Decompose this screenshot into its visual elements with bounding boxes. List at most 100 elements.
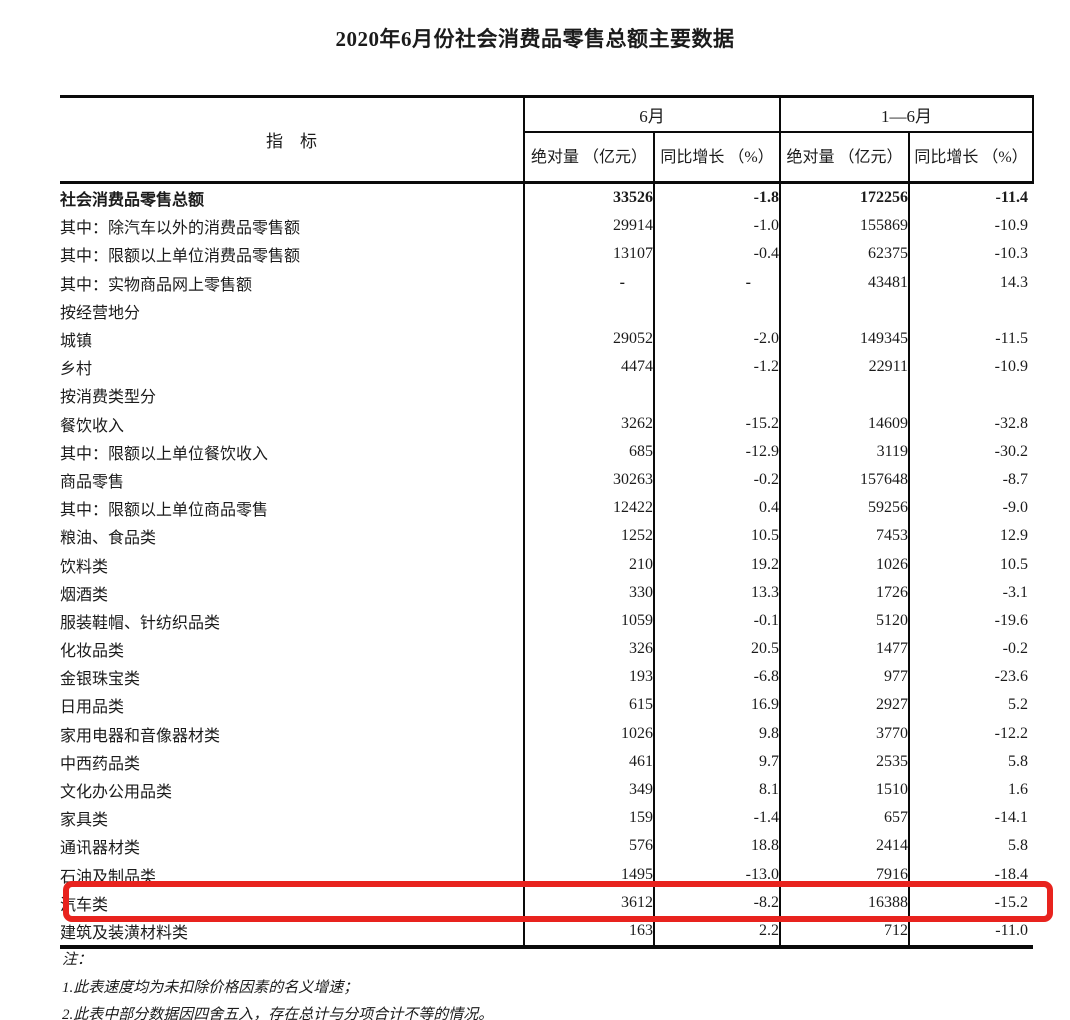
table-row: 文化办公用品类 349 8.1 1510 1.6 bbox=[60, 775, 1033, 805]
value-cell: 5120 bbox=[780, 606, 910, 635]
value-cell: 59256 bbox=[780, 494, 910, 523]
value-cell: -6.8 bbox=[654, 663, 781, 692]
value-cell: 13107 bbox=[524, 240, 655, 269]
value-cell: 20.5 bbox=[654, 635, 781, 664]
value-cell: - bbox=[654, 268, 781, 297]
value-cell: 159 bbox=[524, 804, 655, 833]
value-cell bbox=[780, 296, 910, 325]
value-cell bbox=[654, 381, 781, 410]
value-cell: -3.1 bbox=[1002, 583, 1028, 601]
indicator-cell: 日用品类 bbox=[60, 691, 525, 720]
table-row: 按消费类型分 bbox=[60, 381, 1033, 410]
indicator-cell: 家具类 bbox=[60, 804, 525, 833]
indicator-cell: 按消费类型分 bbox=[60, 381, 525, 410]
value-cell: -0.1 bbox=[654, 606, 781, 635]
indicator-cell: 中西药品类 bbox=[60, 747, 525, 776]
table-row: 中西药品类 461 9.7 2535 5.8 bbox=[60, 747, 1033, 776]
value-cell: -1.0 bbox=[654, 212, 781, 241]
value-cell: 1510 bbox=[780, 775, 910, 805]
table-row: 家用电器和音像器材类 1026 9.8 3770 -12.2 bbox=[60, 719, 1033, 748]
value-cell: 5.8 bbox=[1008, 837, 1028, 855]
table-row: 乡村 4474 -1.2 22911 -10.9 bbox=[60, 353, 1033, 382]
indicator-cell: 粮油、食品类 bbox=[60, 522, 525, 551]
value-cell: 576 bbox=[524, 832, 655, 861]
column-header-june: 6月 bbox=[524, 96, 781, 133]
value-cell: -12.2 bbox=[994, 724, 1028, 742]
value-cell: 5.2 bbox=[1008, 696, 1028, 714]
indicator-cell: 其中：限额以上单位餐饮收入 bbox=[60, 437, 525, 466]
table-row: 其中：限额以上单位商品零售 12422 0.4 59256 -9.0 bbox=[60, 494, 1033, 523]
table-row: 通讯器材类 576 18.8 2414 5.8 bbox=[60, 832, 1033, 861]
value-cell: 18.8 bbox=[654, 832, 781, 861]
value-cell: 1059 bbox=[524, 606, 655, 635]
indicator-cell: 家用电器和音像器材类 bbox=[60, 719, 525, 748]
value-cell: 149345 bbox=[780, 324, 910, 354]
header-row-measures: 绝对量 （亿元） 同比增长 （%） 绝对量 （亿元） 同比增长 （%） bbox=[60, 132, 1034, 184]
indicator-cell: 城镇 bbox=[60, 324, 525, 354]
indicator-cell: 文化办公用品类 bbox=[60, 775, 525, 805]
value-cell bbox=[524, 296, 655, 325]
value-cell: 3770 bbox=[780, 719, 910, 748]
indicator-cell: 金银珠宝类 bbox=[60, 663, 525, 692]
value-cell: 210 bbox=[524, 550, 655, 579]
value-cell: 12.9 bbox=[1000, 527, 1028, 545]
value-cell: -30.2 bbox=[994, 442, 1028, 460]
column-header-june-growth: 同比增长 （%） bbox=[654, 132, 781, 184]
value-cell: 163 bbox=[524, 916, 655, 948]
value-cell: -11.5 bbox=[995, 330, 1028, 348]
value-cell: 16.9 bbox=[654, 691, 781, 720]
value-cell: 10.5 bbox=[1000, 555, 1028, 573]
value-cell: -11.4 bbox=[995, 189, 1028, 207]
value-cell: 1726 bbox=[780, 578, 910, 607]
value-cell: 30263 bbox=[524, 465, 655, 495]
table-row: 按经营地分 bbox=[60, 296, 1033, 325]
indicator-cell: 社会消费品零售总额 bbox=[60, 182, 525, 213]
indicator-cell: 汽车类 bbox=[60, 888, 525, 917]
value-cell: -9.0 bbox=[1002, 499, 1028, 517]
value-cell: -2.0 bbox=[654, 324, 781, 354]
value-cell: 172256 bbox=[780, 182, 910, 213]
value-cell: 1026 bbox=[524, 719, 655, 748]
value-cell: 2927 bbox=[780, 691, 910, 720]
value-cell: 0.4 bbox=[654, 494, 781, 523]
indicator-cell: 其中：限额以上单位商品零售 bbox=[60, 494, 525, 523]
indicator-cell: 建筑及装潢材料类 bbox=[60, 916, 525, 948]
value-cell: 2414 bbox=[780, 832, 910, 861]
value-cell: -12.9 bbox=[654, 437, 781, 466]
value-cell bbox=[909, 297, 1033, 325]
value-cell: 1252 bbox=[524, 522, 655, 551]
column-header-janjun-growth: 同比增长 （%） bbox=[909, 132, 1034, 184]
indicator-cell: 按经营地分 bbox=[60, 296, 525, 325]
table-row: 烟酒类 330 13.3 1726 -3.1 bbox=[60, 578, 1033, 607]
indicator-cell: 饮料类 bbox=[60, 550, 525, 579]
header-row-periods: 指 标 6月 1—6月 bbox=[60, 96, 1034, 184]
table-row: 石油及制品类 1495 -13.0 7916 -18.4 bbox=[60, 860, 1033, 889]
value-cell: 43481 bbox=[780, 268, 910, 297]
value-cell: 22911 bbox=[780, 353, 910, 382]
column-header-indicator: 指 标 bbox=[60, 96, 525, 184]
value-cell: 14.3 bbox=[1000, 273, 1028, 291]
value-cell: -11.0 bbox=[995, 921, 1028, 939]
table-header: 指 标 6月 1—6月 绝对量 （亿元） 同比增长 （%） 绝对量 （亿元） 同… bbox=[60, 96, 1034, 184]
value-cell: 7916 bbox=[780, 860, 910, 889]
value-cell: -10.9 bbox=[994, 217, 1028, 235]
table-row: 家具类 159 -1.4 657 -14.1 bbox=[60, 804, 1033, 833]
value-cell: -1.2 bbox=[654, 353, 781, 382]
value-cell bbox=[654, 296, 781, 325]
indicator-cell: 烟酒类 bbox=[60, 578, 525, 607]
table-row: 社会消费品零售总额 33526 -1.8 172256 -11.4 bbox=[60, 182, 1033, 213]
value-cell: 8.1 bbox=[654, 775, 781, 805]
value-cell: 4474 bbox=[524, 353, 655, 382]
table-row: 城镇 29052 -2.0 149345 -11.5 bbox=[60, 324, 1033, 354]
value-cell: 615 bbox=[524, 691, 655, 720]
value-cell: -0.2 bbox=[1002, 640, 1028, 658]
value-cell: 1026 bbox=[780, 550, 910, 579]
table-row: 饮料类 210 19.2 1026 10.5 bbox=[60, 550, 1033, 579]
table-body: 社会消费品零售总额 33526 -1.8 172256 -11.4 其中：除汽车以外的消费… bbox=[60, 182, 1033, 948]
table-row: 商品零售 30263 -0.2 157648 -8.7 bbox=[60, 465, 1033, 495]
value-cell: 712 bbox=[780, 916, 910, 948]
value-cell: -15.2 bbox=[654, 409, 781, 438]
value-cell bbox=[909, 381, 1033, 409]
value-cell: 12422 bbox=[524, 494, 655, 523]
